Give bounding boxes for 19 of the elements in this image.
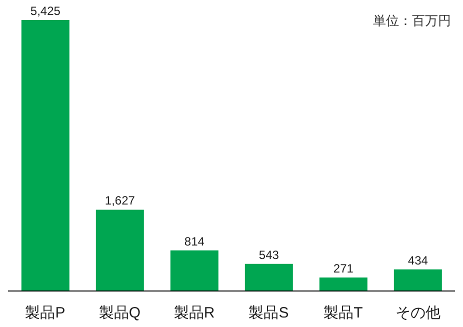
bar bbox=[394, 269, 442, 291]
data-label: 271 bbox=[333, 261, 354, 276]
x-tick-label: 製品S bbox=[248, 304, 289, 322]
bar bbox=[244, 264, 293, 291]
data-label: 5,425 bbox=[30, 4, 61, 18]
x-tick-label: その他 bbox=[395, 304, 440, 322]
annotation: 単位：百万円 bbox=[373, 12, 451, 30]
x-tick-label: 製品Q bbox=[98, 304, 141, 322]
bar bbox=[319, 277, 368, 291]
bar bbox=[96, 210, 144, 291]
data-label: 1,627 bbox=[104, 194, 136, 208]
x-tick-label: 製品P bbox=[25, 304, 66, 322]
bar bbox=[170, 250, 218, 291]
data-label: 434 bbox=[408, 253, 428, 268]
x-tick-label: 製品R bbox=[174, 304, 215, 322]
bar bbox=[21, 20, 70, 291]
data-label: 814 bbox=[184, 234, 205, 248]
data-label: 543 bbox=[258, 248, 280, 262]
x-tick-label: 製品T bbox=[324, 304, 363, 322]
